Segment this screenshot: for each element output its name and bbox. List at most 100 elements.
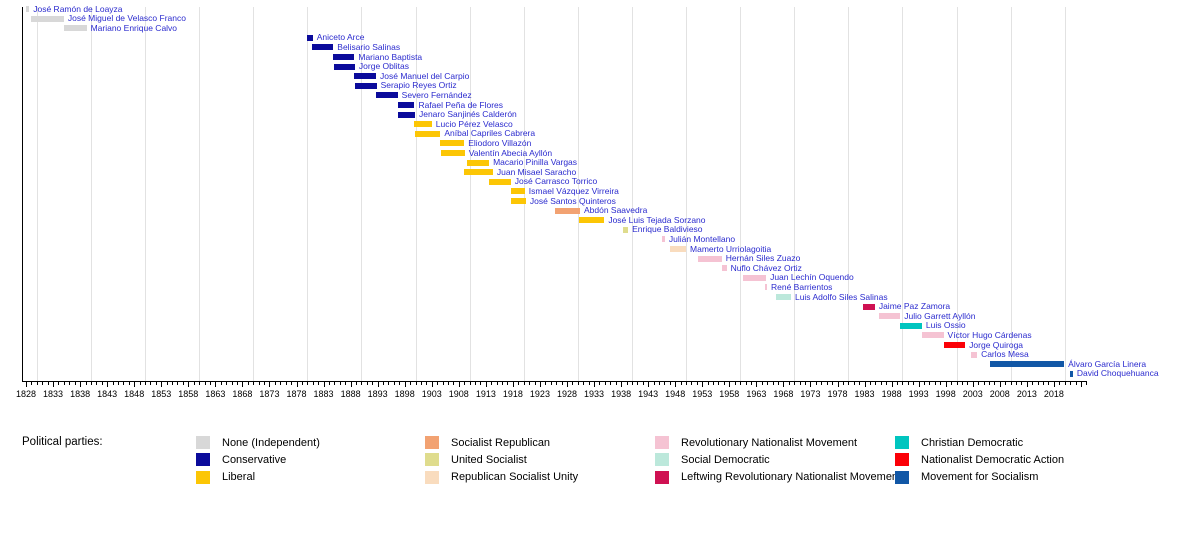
timeline-bar-label: Valentín Abecia Ayllón xyxy=(468,147,553,158)
x-axis-minor-tick xyxy=(961,382,963,385)
x-axis-major-tick xyxy=(512,382,514,387)
legend-swatch-republican_socialist_unity xyxy=(425,470,439,484)
x-axis-major-tick xyxy=(323,382,325,387)
timeline-bar-label: Enrique Baldivieso xyxy=(632,224,703,235)
timeline-bar-label: Serapio Reyes Ortiz xyxy=(380,80,457,91)
x-axis-tick-label: 2013 xyxy=(1016,389,1037,399)
timeline-bar xyxy=(333,63,355,70)
x-axis-minor-tick xyxy=(274,382,276,385)
x-axis-minor-tick xyxy=(280,382,282,385)
x-axis-major-tick xyxy=(350,382,352,387)
legend-swatch-social_democratic xyxy=(655,453,669,467)
timeline-bar-label: Hernán Siles Zuazo xyxy=(725,253,801,264)
x-axis-minor-tick xyxy=(1059,382,1061,385)
x-axis-tick-label: 1838 xyxy=(70,389,91,399)
timeline-bar-label: Nuflo Chávez Ortiz xyxy=(730,262,802,273)
x-axis-tick-label: 1948 xyxy=(665,389,686,399)
x-axis-minor-tick xyxy=(345,382,347,385)
x-axis-major-tick xyxy=(242,382,244,387)
timeline-bar xyxy=(31,15,64,22)
x-axis-minor-tick xyxy=(653,382,655,385)
decade-gridline xyxy=(956,7,958,381)
x-axis-minor-tick xyxy=(193,382,195,385)
x-axis-tick-label: 1908 xyxy=(448,389,469,399)
timeline-bar xyxy=(307,34,313,41)
x-axis-minor-tick xyxy=(534,382,536,385)
x-axis-minor-tick xyxy=(821,382,823,385)
x-axis-minor-tick xyxy=(772,382,774,385)
timeline-bar xyxy=(775,294,791,300)
x-axis-tick-label: 1893 xyxy=(367,389,388,399)
x-axis-minor-tick xyxy=(1037,382,1039,385)
x-axis-minor-tick xyxy=(145,382,147,385)
timeline-bar xyxy=(26,6,30,12)
timeline-bar xyxy=(440,140,465,147)
x-axis-tick-label: 1993 xyxy=(908,389,929,399)
x-axis-minor-tick xyxy=(794,382,796,385)
x-axis-major-tick xyxy=(891,382,893,387)
timeline-bar-label: Víctor Hugo Cárdenas xyxy=(947,329,1032,340)
decade-gridline xyxy=(902,7,904,381)
x-axis-minor-tick xyxy=(994,382,996,385)
x-axis-minor-tick xyxy=(301,382,303,385)
x-axis-minor-tick xyxy=(312,382,314,385)
timeline-bar xyxy=(440,150,465,156)
x-axis-minor-tick xyxy=(204,382,206,385)
x-axis-minor-tick xyxy=(366,382,368,385)
x-axis-minor-tick xyxy=(832,382,834,385)
x-axis-minor-tick xyxy=(745,382,747,385)
timeline-bar-label: Carlos Mesa xyxy=(981,349,1029,360)
x-axis-major-tick xyxy=(810,382,812,387)
timeline-bar-label: Álvaro García Linera xyxy=(1068,358,1147,369)
x-axis-tick-label: 1898 xyxy=(394,389,415,399)
x-axis-minor-tick xyxy=(686,382,688,385)
x-axis-minor-tick xyxy=(166,382,168,385)
x-axis-major-tick xyxy=(215,382,217,387)
x-axis-major-tick xyxy=(53,382,55,387)
x-axis-minor-tick xyxy=(139,382,141,385)
x-axis-tick-label: 1873 xyxy=(259,389,280,399)
x-axis-tick-label: 1933 xyxy=(584,389,605,399)
timeline-bar xyxy=(354,82,377,89)
timeline-bar xyxy=(376,92,398,99)
x-axis-minor-tick xyxy=(36,382,38,385)
legend-item: Republican Socialist Unity xyxy=(425,470,578,484)
timeline-bar xyxy=(397,102,415,108)
legend-swatch-none xyxy=(196,436,210,449)
x-axis-line xyxy=(22,381,1088,382)
x-axis-minor-tick xyxy=(247,382,249,385)
x-axis-minor-tick xyxy=(561,382,563,385)
x-axis-minor-tick xyxy=(464,382,466,385)
x-axis-minor-tick xyxy=(1016,382,1018,385)
x-axis-minor-tick xyxy=(182,382,184,385)
x-axis-major-tick xyxy=(458,382,460,387)
x-axis-minor-tick xyxy=(1070,382,1072,385)
x-axis-minor-tick xyxy=(740,382,742,385)
x-axis-minor-tick xyxy=(929,382,931,385)
x-axis-minor-tick xyxy=(496,382,498,385)
x-axis-major-tick xyxy=(161,382,163,387)
legend-item: Nationalist Democratic Action xyxy=(895,453,1064,467)
x-axis-tick-label: 1848 xyxy=(124,389,145,399)
legend-label-rnm: Revolutionary Nationalist Movement xyxy=(681,436,858,449)
x-axis-minor-tick xyxy=(339,382,341,385)
timeline-bar-label: Mariano Enrique Calvo xyxy=(90,22,178,33)
x-axis-minor-tick xyxy=(318,382,320,385)
timeline-bar xyxy=(464,169,493,176)
legend-item: Social Democratic xyxy=(655,453,770,467)
timeline-bar-label: Belisario Salinas xyxy=(337,41,401,52)
x-axis-major-tick xyxy=(864,382,866,387)
x-axis-minor-tick xyxy=(410,382,412,385)
x-axis-tick-label: 1998 xyxy=(935,389,956,399)
x-axis-minor-tick xyxy=(642,382,644,385)
x-axis-minor-tick xyxy=(356,382,357,385)
x-axis-minor-tick xyxy=(1075,382,1077,385)
x-axis-minor-tick xyxy=(859,382,861,385)
x-axis-minor-tick xyxy=(42,382,44,385)
x-axis-tick-label: 1943 xyxy=(638,389,659,399)
x-axis-minor-tick xyxy=(545,382,547,385)
x-axis-minor-tick xyxy=(69,382,71,385)
timeline-bar-label: Jorge Quiroga xyxy=(969,339,1024,350)
timeline-bar xyxy=(510,188,525,195)
x-axis-minor-tick xyxy=(31,382,33,385)
